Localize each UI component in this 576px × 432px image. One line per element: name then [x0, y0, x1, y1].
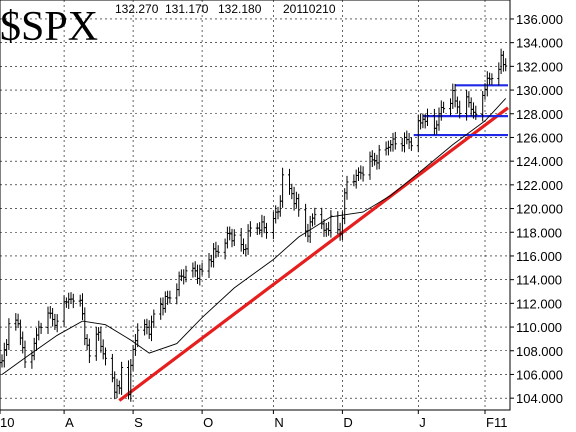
x-tick-label: O — [203, 415, 213, 430]
x-tick-label: S — [134, 415, 143, 430]
price-bar — [297, 193, 301, 217]
y-tick-label: 110.000 — [516, 320, 562, 335]
price-bar — [248, 221, 252, 237]
price-bar — [200, 262, 204, 276]
y-tick-label: 104.000 — [516, 391, 563, 406]
y-tick-label: 136.000 — [516, 12, 563, 27]
price-bar — [361, 166, 365, 182]
price-bar — [504, 58, 508, 72]
price-bar — [265, 222, 268, 239]
price-bar — [442, 101, 446, 113]
price-bar — [23, 340, 27, 369]
x-tick-label: A — [65, 415, 74, 430]
price-bar — [39, 322, 43, 334]
price-bar — [120, 361, 124, 395]
header-value-2: 131.170 — [165, 2, 209, 16]
price-bar — [393, 131, 397, 150]
price-bar — [426, 108, 429, 127]
price-bar — [184, 265, 188, 283]
price-bar — [377, 144, 381, 170]
price-bar — [71, 293, 75, 309]
header-date: 20110210 — [283, 2, 336, 16]
price-bar — [313, 207, 317, 226]
x-axis: 10 A S O N D J F11 — [0, 410, 507, 430]
y-tick-label: 116.000 — [516, 249, 562, 264]
x-tick-label: F11 — [486, 415, 507, 430]
price-bar — [55, 314, 59, 333]
y-tick-label: 134.000 — [516, 36, 563, 51]
y-tick-label: 114.000 — [516, 273, 562, 288]
header-value-1: 132.270 — [115, 2, 159, 16]
y-tick-label: 128.000 — [516, 107, 563, 122]
y-tick-label: 112.000 — [516, 296, 562, 311]
price-bar — [87, 338, 91, 364]
price-bar — [281, 167, 285, 208]
trendline — [118, 106, 509, 402]
x-tick-label: D — [343, 415, 352, 430]
y-tick-label: 122.000 — [516, 178, 563, 193]
grid — [0, 0, 510, 410]
price-bar — [152, 309, 156, 328]
price-bar — [216, 245, 220, 257]
moving-average-layer — [1, 98, 507, 375]
y-axis: 104.000 106.000 108.000 110.000 112.000 114.0… — [510, 12, 563, 406]
y-tick-label: 126.000 — [516, 130, 563, 145]
x-tick-label: N — [274, 415, 283, 430]
x-tick-label: 10 — [0, 415, 14, 430]
y-tick-label: 120.000 — [516, 202, 563, 217]
price-bar — [168, 290, 172, 304]
price-bar — [136, 323, 140, 348]
y-tick-label: 132.000 — [516, 59, 563, 74]
price-bar — [409, 137, 413, 151]
y-tick-label: 118.000 — [516, 225, 562, 240]
price-bar — [474, 105, 478, 120]
plot-frame — [0, 0, 511, 411]
y-tick-label: 106.000 — [516, 367, 563, 382]
price-bar — [104, 347, 107, 366]
price-bar — [329, 210, 333, 238]
price-bar — [232, 229, 236, 247]
y-tick-label: 130.000 — [516, 83, 563, 98]
price-bar — [345, 175, 349, 200]
price-bars — [0, 48, 508, 402]
moving-average-line — [1, 98, 507, 375]
price-bar — [490, 73, 494, 86]
y-tick-label: 124.000 — [516, 154, 563, 169]
header-value-3: 132.180 — [218, 2, 262, 16]
price-bar — [7, 318, 11, 351]
y-tick-label: 108.000 — [516, 344, 563, 359]
trendline-layer — [118, 106, 509, 402]
price-bar — [458, 100, 462, 119]
x-tick-label: J — [419, 415, 426, 430]
chart-title: $SPX — [0, 4, 98, 50]
